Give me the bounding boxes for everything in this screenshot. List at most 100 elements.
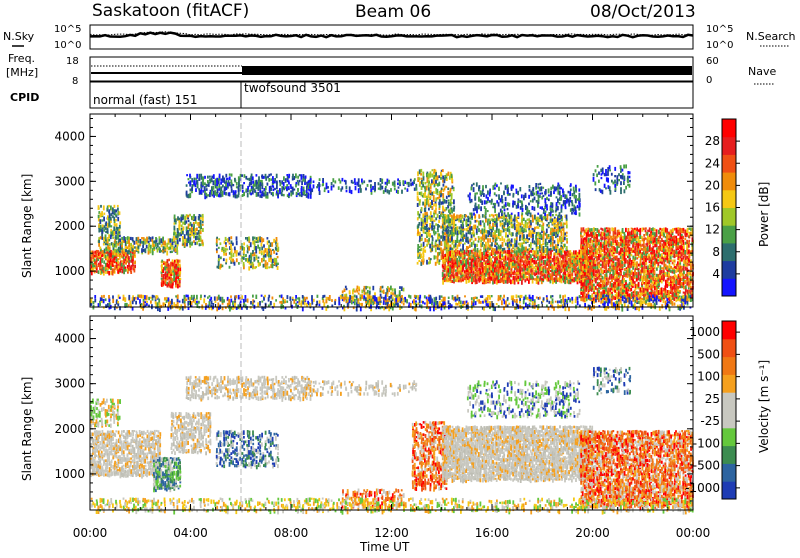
power-echo-cell: [573, 187, 575, 191]
power-echo-cell: [542, 187, 544, 189]
power-echo-cell: [428, 176, 430, 180]
power-echo-cell: [121, 263, 123, 267]
power-echo-cell: [566, 280, 568, 284]
power-echo-cell: [458, 242, 460, 247]
power-echo-cell: [424, 199, 426, 202]
power-echo-cell: [390, 188, 392, 192]
power-echo-cell: [505, 215, 507, 217]
power-echo-cell: [362, 182, 364, 184]
power-echo-cell: [552, 242, 554, 247]
power-echo-cell: [222, 265, 224, 268]
power-echo-cell: [448, 278, 450, 281]
power-echo-cell: [485, 208, 487, 211]
power-echo-cell: [519, 187, 521, 191]
power-echo-cell: [424, 212, 426, 216]
power-echo-cell: [456, 215, 458, 219]
power-echo-cell: [498, 245, 500, 250]
power-echo-cell: [603, 246, 605, 250]
power-echo-cell: [573, 250, 575, 254]
power-echo-cell: [516, 250, 518, 254]
power-echo-cell: [182, 240, 184, 244]
noise-right-tick-low: 10^0: [706, 40, 733, 51]
power-echo-cell: [528, 238, 530, 240]
power-echo-cell: [443, 184, 445, 187]
power-echo-cell: [186, 191, 188, 196]
power-echo-cell: [521, 201, 523, 205]
power-echo-cell: [174, 226, 176, 231]
power-echo-cell: [419, 246, 421, 248]
power-echo-cell: [142, 245, 144, 248]
power-echo-cell: [383, 190, 385, 194]
power-echo-cell: [97, 250, 99, 253]
power-echo-cell: [276, 181, 278, 185]
power-echo-cell: [502, 248, 504, 252]
power-echo-cell: [545, 189, 547, 194]
power-echo-cell: [559, 260, 561, 265]
power-echo-cell: [581, 242, 583, 245]
power-echo-cell: [489, 214, 491, 217]
power-echo-cell: [627, 260, 629, 265]
power-echo-cell: [177, 240, 179, 244]
power-echo-cell: [518, 257, 520, 260]
power-echo-cell: [103, 205, 105, 210]
power-echo-cell: [615, 266, 617, 270]
power-echo-cell: [123, 240, 125, 243]
power-echo-cell: [442, 272, 444, 277]
power-echo-cell: [517, 247, 519, 250]
power-echo-cell: [184, 216, 186, 221]
power-echo-cell: [179, 264, 181, 268]
power-echo-cell: [523, 234, 525, 239]
power-echo-cell: [446, 245, 448, 248]
power-echo-cell: [532, 279, 534, 283]
power-echo-cell: [105, 243, 107, 246]
power-echo-cell: [241, 174, 243, 177]
power-echo-cell: [602, 280, 604, 284]
power-echo-cell: [359, 185, 361, 190]
power-echo-cell: [517, 203, 519, 207]
power-echo-cell: [141, 237, 143, 239]
power-echo-cell: [169, 246, 171, 249]
power-echo-cell: [600, 264, 602, 266]
power-echo-cell: [171, 251, 173, 253]
power-echo-cell: [433, 198, 435, 202]
power-echo-cell: [440, 241, 442, 246]
power-echo-cell: [602, 228, 604, 231]
power-echo-cell: [462, 244, 464, 248]
power-echo-cell: [485, 260, 487, 263]
power-echo-cell: [187, 232, 189, 236]
power-echo-cell: [446, 215, 448, 220]
power-echo-cell: [102, 250, 104, 254]
power-echo-cell: [518, 230, 520, 235]
power-echo-cell: [626, 287, 628, 291]
power-echo-cell: [159, 247, 161, 251]
power-echo-cell: [238, 262, 240, 265]
power-echo-cell: [275, 247, 277, 250]
power-echo-cell: [593, 286, 595, 291]
power-echo-cell: [191, 216, 193, 220]
power-echo-cell: [254, 237, 256, 240]
power-echo-cell: [492, 256, 494, 258]
power-echo-cell: [419, 232, 421, 236]
power-echo-cell: [477, 226, 479, 228]
power-echo-cell: [493, 232, 495, 235]
power-echo-cell: [559, 226, 561, 229]
power-echo-cell: [505, 266, 507, 269]
power-echo-cell: [165, 276, 167, 280]
power-echo-cell: [475, 238, 477, 241]
power-echo-cell: [447, 244, 449, 248]
power-echo-cell: [426, 222, 428, 224]
power-echo-cell: [453, 245, 455, 248]
power-echo-cell: [286, 187, 288, 191]
power-echo-cell: [564, 244, 566, 248]
power-echo-cell: [263, 176, 265, 179]
power-echo-cell: [481, 200, 483, 205]
power-echo-cell: [486, 194, 488, 198]
power-echo-cell: [130, 243, 132, 246]
power-echo-cell: [100, 225, 102, 229]
power-echo-cell: [589, 286, 591, 290]
power-echo-cell: [150, 237, 152, 242]
power-echo-cell: [186, 214, 188, 216]
power-echo-cell: [447, 191, 449, 195]
power-echo-cell: [194, 178, 196, 181]
power-echo-cell: [566, 246, 568, 250]
